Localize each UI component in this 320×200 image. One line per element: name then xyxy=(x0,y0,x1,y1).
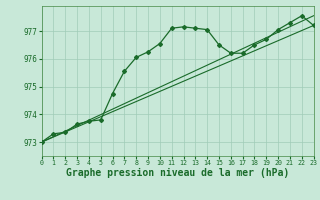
X-axis label: Graphe pression niveau de la mer (hPa): Graphe pression niveau de la mer (hPa) xyxy=(66,168,289,178)
